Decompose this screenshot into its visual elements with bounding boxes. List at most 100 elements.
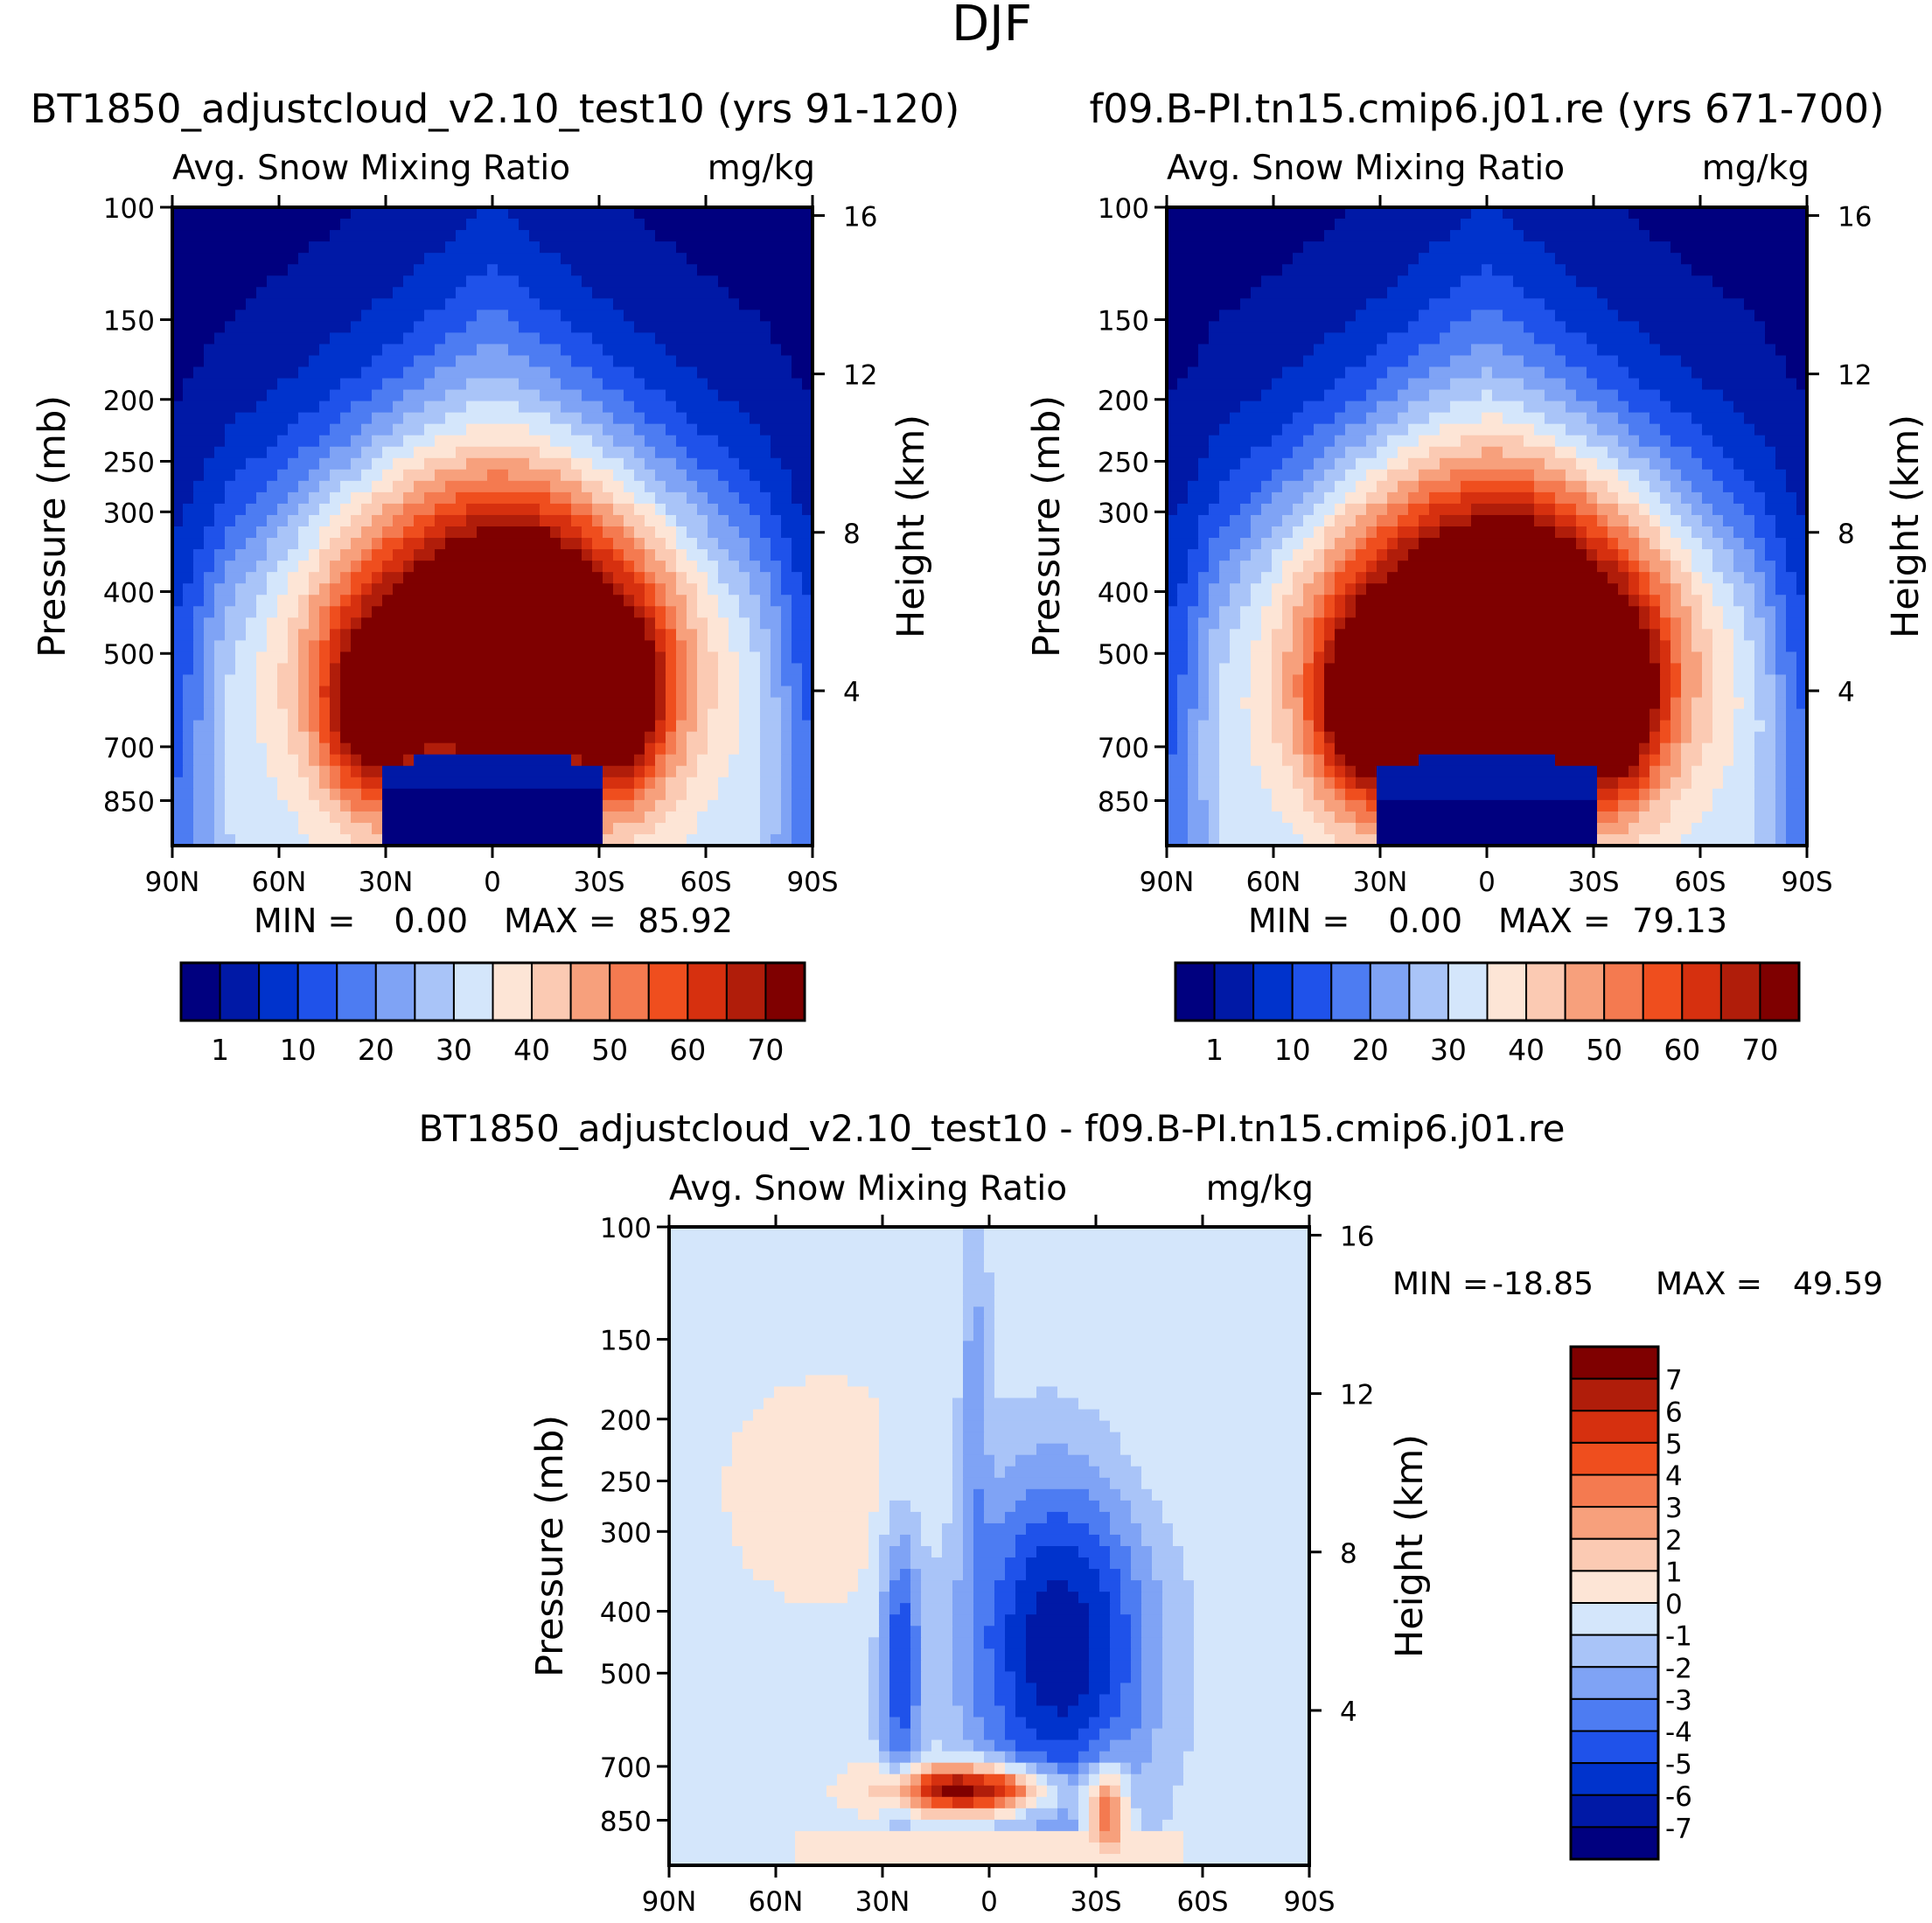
colorbar-swatch — [336, 962, 377, 1021]
contour-cell — [963, 1432, 985, 1445]
contour-cell — [1660, 469, 1682, 482]
contour-cell — [669, 1420, 743, 1433]
contour-cell — [1576, 457, 1598, 470]
contour-cell — [1377, 833, 1598, 847]
contour-cell — [1078, 1546, 1111, 1558]
contour-cell — [1324, 446, 1346, 459]
contour-cell — [1765, 503, 1797, 516]
contour-cell — [781, 799, 792, 812]
contour-cell — [750, 572, 771, 584]
contour-cell — [298, 412, 341, 425]
contour-cell — [214, 674, 226, 687]
contour-cell — [624, 514, 645, 527]
contour-cell — [1639, 617, 1650, 630]
contour-cell — [214, 777, 226, 790]
contour-cell — [1324, 526, 1346, 539]
contour-cell — [1198, 663, 1210, 676]
y2-tick-label: 16 — [843, 201, 877, 233]
contour-cell — [214, 561, 226, 573]
contour-cell — [1471, 514, 1535, 527]
contour-cell — [952, 1648, 974, 1661]
contour-cell — [973, 1626, 985, 1638]
contour-cell — [655, 651, 666, 665]
contour-cell — [732, 1522, 869, 1536]
contour-cell — [676, 731, 687, 744]
contour-cell — [739, 674, 761, 687]
contour-cell — [750, 629, 771, 641]
contour-cell — [792, 629, 813, 641]
contour-cell — [994, 1318, 1310, 1330]
contour-cell — [1335, 561, 1346, 573]
contour-cell — [1209, 538, 1241, 550]
contour-cell — [1639, 549, 1661, 561]
contour-cell — [669, 1329, 964, 1341]
contour-cell — [1492, 389, 1545, 402]
colorbar-swatch — [258, 962, 299, 1021]
contour-cell — [1303, 355, 1367, 368]
contour-cell — [655, 708, 666, 721]
contour-cell — [1110, 1785, 1121, 1798]
contour-cell — [1131, 1785, 1174, 1798]
contour-cell — [1282, 754, 1304, 767]
contour-cell — [172, 811, 194, 824]
contour-cell — [921, 1592, 953, 1604]
contour-cell — [330, 788, 341, 801]
contour-cell — [792, 765, 813, 778]
contour-cell — [1167, 298, 1241, 310]
contour-cell — [750, 503, 771, 516]
contour-cell — [921, 1705, 964, 1718]
contour-cell — [666, 697, 677, 710]
contour-cell — [172, 514, 184, 527]
contour-cell — [666, 629, 677, 641]
contour-cell — [994, 1762, 1006, 1775]
contour-cell — [1261, 606, 1283, 618]
contour-cell — [879, 1488, 953, 1501]
contour-cell — [1765, 617, 1776, 630]
colorbar-label: 30 — [436, 1033, 472, 1067]
contour-cell — [645, 765, 656, 778]
contour-cell — [634, 561, 645, 573]
contour-cell — [603, 526, 624, 539]
contour-cell — [634, 538, 645, 550]
contour-cell — [1670, 617, 1682, 630]
contour-cell — [1131, 1648, 1142, 1661]
contour-cell — [771, 332, 813, 345]
contour-cell — [529, 457, 572, 470]
contour-cell — [1230, 514, 1252, 527]
contour-cell — [963, 1352, 985, 1365]
contour-cell — [1681, 765, 1692, 778]
contour-cell — [298, 480, 320, 493]
x-tick-label: 60N — [252, 867, 307, 898]
contour-cell — [267, 617, 289, 630]
stat-max-label: MAX = — [504, 902, 617, 940]
contour-cell — [1219, 708, 1252, 721]
contour-cell — [889, 1739, 911, 1752]
contour-cell — [687, 788, 719, 801]
contour-cell — [910, 1592, 922, 1604]
contour-cell — [984, 1318, 995, 1330]
contour-cell — [613, 469, 635, 482]
contour-cell — [1167, 480, 1189, 493]
contour-cell — [1775, 457, 1808, 470]
contour-cell — [1786, 469, 1808, 482]
contour-cell — [508, 469, 561, 482]
contour-cell — [792, 754, 813, 767]
contour-cell — [645, 549, 656, 561]
contour-cell — [1293, 503, 1315, 516]
contour-cell — [456, 287, 530, 299]
contour-cell — [963, 1329, 974, 1341]
contour-cell — [1272, 435, 1304, 448]
contour-cell — [1670, 480, 1692, 493]
contour-cell — [676, 742, 687, 756]
contour-cell — [1744, 572, 1766, 584]
colorbar-swatch — [1570, 1410, 1659, 1444]
contour-cell — [487, 469, 509, 482]
contour-cell — [456, 491, 551, 505]
contour-cell — [994, 1375, 1310, 1388]
contour-cell — [802, 572, 813, 584]
contour-cell — [1324, 583, 1336, 596]
contour-cell — [571, 446, 603, 459]
contour-cell — [1786, 355, 1808, 368]
contour-cell — [1639, 788, 1650, 801]
